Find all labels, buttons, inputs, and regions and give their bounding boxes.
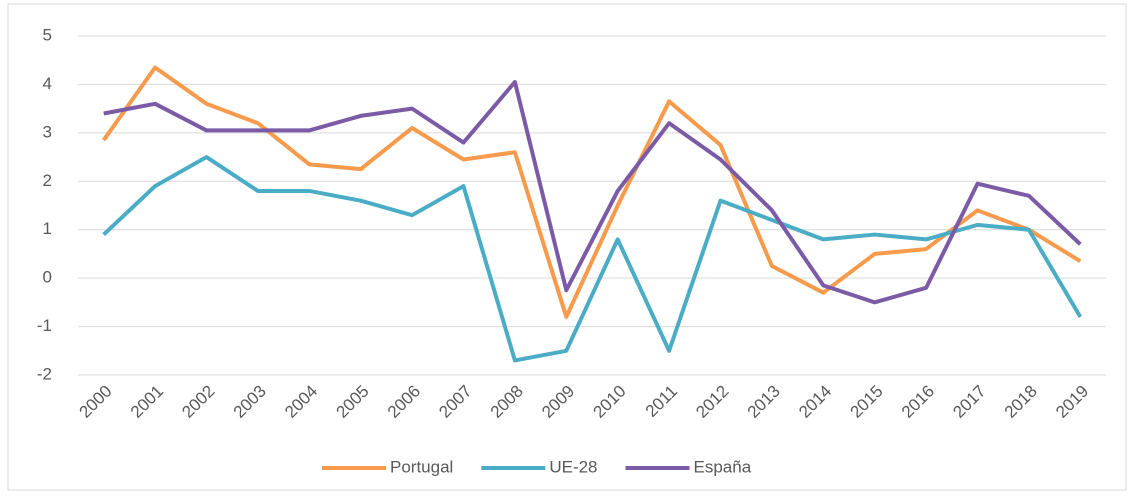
series-line	[103, 80, 1082, 305]
y-tick-label: -2	[37, 364, 52, 383]
y-tick-label: 1	[43, 219, 52, 238]
y-tick-label: 2	[43, 171, 52, 190]
legend-label: España	[694, 457, 752, 476]
legend-label: Portugal	[390, 457, 453, 476]
y-tick-label: 3	[43, 122, 52, 141]
y-tick-label: 0	[43, 268, 52, 287]
y-tick-label: -1	[37, 316, 52, 335]
y-tick-label: 4	[43, 74, 52, 93]
chart-frame	[7, 3, 1127, 491]
legend-label: UE-28	[549, 457, 597, 476]
y-tick-label: 5	[43, 25, 52, 44]
series-line	[102, 155, 1083, 363]
